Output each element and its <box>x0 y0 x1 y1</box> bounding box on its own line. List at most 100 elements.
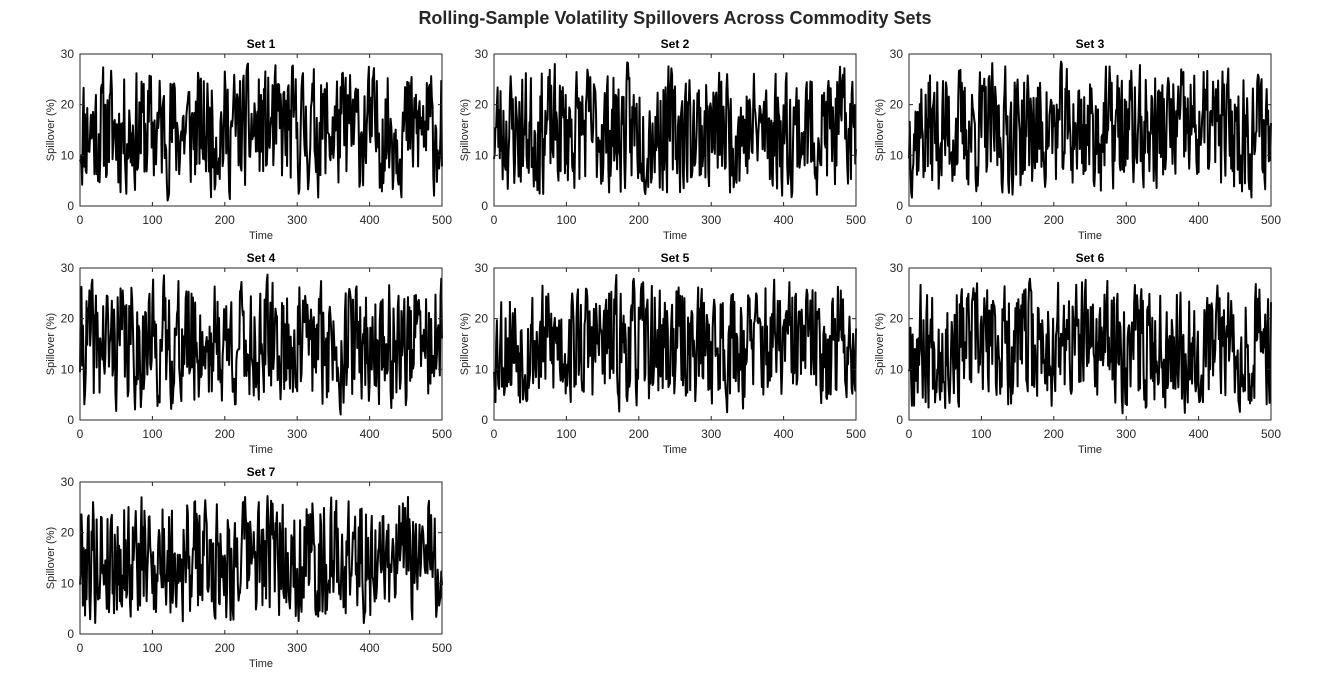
x-tick-label: 200 <box>1044 427 1064 441</box>
y-axis-label: Spillover (%) <box>45 527 57 589</box>
x-tick-label: 0 <box>491 213 498 227</box>
figure-title: Rolling-Sample Volatility Spillovers Acr… <box>418 8 931 28</box>
subplot-5: 0 100 200 300 400 500 0 10 20 30 Set 5 Time Spillove… <box>459 251 866 456</box>
x-tick-label: 300 <box>701 427 721 441</box>
x-tick-label: 400 <box>360 213 380 227</box>
y-tick-label: 0 <box>481 199 488 213</box>
y-tick-label: 30 <box>61 47 75 61</box>
y-tick-label: 10 <box>61 362 75 376</box>
series-line-1 <box>79 62 443 202</box>
y-tick-label: 0 <box>67 627 74 641</box>
y-tick-label: 20 <box>61 98 75 112</box>
y-tick-label: 20 <box>475 312 489 326</box>
x-axis-label: Time <box>249 658 273 670</box>
y-axis-label: Spillover (%) <box>874 313 886 375</box>
y-tick-label: 10 <box>61 148 75 162</box>
x-tick-label: 200 <box>629 427 649 441</box>
x-tick-label: 200 <box>215 213 235 227</box>
y-tick-label: 30 <box>890 261 904 275</box>
axes-box <box>79 267 443 421</box>
x-axis-label: Time <box>663 230 687 242</box>
y-tick-label: 0 <box>67 199 74 213</box>
x-tick-label: 300 <box>701 213 721 227</box>
subplot-6: 0 100 200 300 400 500 0 10 20 30 Set 6 Time Spillove… <box>874 251 1281 456</box>
y-axis-label: Spillover (%) <box>459 99 471 161</box>
y-tick-label: 10 <box>475 362 489 376</box>
subplot-title: Set 5 <box>661 251 690 265</box>
y-tick-label: 10 <box>475 148 489 162</box>
subplot-title: Set 6 <box>1076 251 1105 265</box>
subplot-title: Set 4 <box>247 251 276 265</box>
x-tick-label: 500 <box>846 213 866 227</box>
y-tick-label: 10 <box>61 576 75 590</box>
series-line-1 <box>79 273 443 416</box>
x-tick-label: 0 <box>906 427 913 441</box>
x-tick-label: 300 <box>287 427 307 441</box>
series-line-1 <box>908 60 1272 199</box>
x-tick-label: 400 <box>360 427 380 441</box>
y-tick-label: 10 <box>890 362 904 376</box>
x-tick-label: 0 <box>77 641 84 655</box>
y-tick-label: 20 <box>475 98 489 112</box>
subplot-7: 0 100 200 300 400 500 0 10 20 30 Set 7 Time Spillove… <box>45 465 452 670</box>
x-tick-label: 100 <box>142 641 162 655</box>
x-tick-label: 400 <box>1189 427 1209 441</box>
subplot-title: Set 3 <box>1076 37 1105 51</box>
x-tick-label: 400 <box>774 213 794 227</box>
x-tick-label: 300 <box>287 641 307 655</box>
x-tick-label: 400 <box>360 641 380 655</box>
y-tick-label: 0 <box>481 413 488 427</box>
y-axis-label: Spillover (%) <box>459 313 471 375</box>
x-tick-label: 400 <box>774 427 794 441</box>
y-axis-label: Spillover (%) <box>874 99 886 161</box>
x-tick-label: 0 <box>77 213 84 227</box>
axes-box <box>908 267 1272 421</box>
series-line-1 <box>493 61 857 199</box>
subplot-3: 0 100 200 300 400 500 0 10 20 30 Set 3 Time Spillove… <box>874 37 1281 242</box>
axes-box <box>908 53 1272 207</box>
y-tick-label: 20 <box>61 312 75 326</box>
subplot-2: 0 100 200 300 400 500 0 10 20 30 Set 2 Time Spillove… <box>459 37 866 242</box>
x-tick-label: 500 <box>432 641 452 655</box>
y-tick-label: 30 <box>475 261 489 275</box>
x-axis-label: Time <box>663 444 687 456</box>
x-tick-label: 300 <box>1116 427 1136 441</box>
subplot-title: Set 1 <box>247 37 276 51</box>
y-tick-label: 20 <box>61 526 75 540</box>
y-axis-label: Spillover (%) <box>45 99 57 161</box>
x-tick-label: 500 <box>846 427 866 441</box>
x-axis-label: Time <box>249 230 273 242</box>
x-axis-label: Time <box>1078 444 1102 456</box>
subplot-4: 0 100 200 300 400 500 0 10 20 30 Set 4 Time Spillove… <box>45 251 452 456</box>
x-tick-label: 500 <box>432 427 452 441</box>
subplot-1: 0 100 200 300 400 500 0 10 20 30 Set 1 Time Spillove… <box>45 37 452 242</box>
y-tick-label: 30 <box>475 47 489 61</box>
x-tick-label: 200 <box>215 641 235 655</box>
y-tick-label: 20 <box>890 98 904 112</box>
y-tick-label: 10 <box>890 148 904 162</box>
x-tick-label: 0 <box>77 427 84 441</box>
y-tick-label: 0 <box>67 413 74 427</box>
x-tick-label: 100 <box>142 427 162 441</box>
subplot-title: Set 7 <box>247 465 276 479</box>
x-tick-label: 0 <box>906 213 913 227</box>
x-tick-label: 200 <box>629 213 649 227</box>
x-tick-label: 100 <box>142 213 162 227</box>
x-tick-label: 100 <box>556 427 576 441</box>
y-tick-label: 30 <box>890 47 904 61</box>
axes-box <box>493 53 857 207</box>
y-axis-label: Spillover (%) <box>45 313 57 375</box>
axes-box <box>493 267 857 421</box>
x-axis-label: Time <box>1078 230 1102 242</box>
x-tick-label: 100 <box>556 213 576 227</box>
x-tick-label: 300 <box>1116 213 1136 227</box>
y-tick-label: 0 <box>896 199 903 213</box>
x-tick-label: 0 <box>491 427 498 441</box>
x-tick-label: 500 <box>1261 427 1281 441</box>
y-tick-label: 30 <box>61 261 75 275</box>
series-line-1 <box>493 274 857 414</box>
y-tick-label: 0 <box>896 413 903 427</box>
series-line-1 <box>908 277 1272 415</box>
